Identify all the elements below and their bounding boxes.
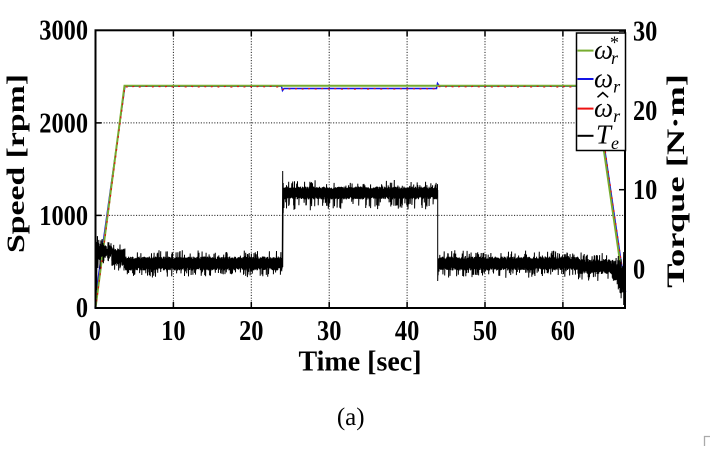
svg-text:0: 0 (89, 315, 101, 346)
svg-text:20: 20 (633, 95, 657, 126)
svg-text:2000: 2000 (39, 108, 88, 139)
svg-text:*: * (610, 33, 619, 53)
svg-text:1000: 1000 (39, 200, 88, 231)
svg-text:50: 50 (473, 315, 497, 346)
svg-text:Speed [rpm]: Speed [rpm] (3, 74, 30, 253)
svg-text:30: 30 (317, 315, 341, 346)
svg-text:10: 10 (633, 175, 657, 206)
svg-text:60: 60 (551, 315, 575, 346)
svg-text:20: 20 (239, 315, 263, 346)
svg-text:10: 10 (161, 315, 185, 346)
svg-text:40: 40 (395, 315, 419, 346)
svg-text:Time [sec]: Time [sec] (298, 347, 421, 378)
svg-text:r: r (611, 48, 619, 68)
svg-text:30: 30 (633, 16, 657, 47)
svg-text:ω: ω (594, 35, 613, 65)
svg-text:3000: 3000 (39, 15, 88, 46)
svg-text:0: 0 (76, 293, 88, 324)
svg-text:Torque [N·m]: Torque [N·m] (662, 74, 690, 288)
svg-text:(a): (a) (337, 404, 365, 431)
svg-text:0: 0 (633, 254, 645, 285)
